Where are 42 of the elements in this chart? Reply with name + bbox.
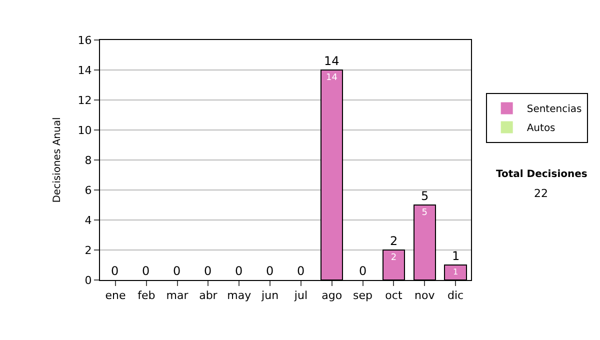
y-tick-label: 0: [84, 274, 92, 287]
data-label: 14: [326, 73, 338, 83]
y-tick-label: 12: [78, 94, 92, 107]
total-label: 14: [324, 54, 340, 68]
y-tick-label: 2: [84, 244, 92, 257]
x-tick-label: oct: [385, 289, 403, 302]
x-tick-label: may: [227, 289, 252, 302]
total-label: 2: [390, 234, 398, 248]
total-label: 0: [235, 264, 243, 278]
y-tick-label: 4: [84, 214, 92, 227]
total-label: 1: [452, 249, 460, 263]
x-tick-label: jun: [260, 289, 279, 302]
data-label: 5: [422, 208, 428, 218]
x-tick-label: sep: [353, 289, 373, 302]
x-tick-label: dic: [447, 289, 464, 302]
data-label: 1: [452, 266, 458, 276]
total-label: 0: [204, 264, 212, 278]
x-tick-label: nov: [414, 289, 436, 302]
y-tick-label: 6: [84, 184, 92, 197]
text: Total Decisiones: [496, 169, 588, 180]
x-tick-label: mar: [166, 289, 189, 302]
total-label: 0: [142, 264, 150, 278]
y-tick-label: 16: [78, 34, 92, 47]
y-tick-label: 10: [78, 124, 92, 137]
total-label: 0: [266, 264, 274, 278]
legend-label: Sentencias: [526, 104, 582, 116]
legend-label: Autos: [526, 123, 556, 134]
x-tick-label: abr: [199, 289, 218, 302]
data-label: 2: [390, 253, 397, 263]
x-tick-label: feb: [138, 289, 156, 302]
y-tick-label: 8: [84, 154, 92, 167]
total-label: 0: [173, 264, 181, 278]
x-tick-label: ene: [105, 289, 126, 302]
y-tick-label: 14: [78, 64, 92, 77]
total-label: 0: [297, 264, 305, 278]
total-label: 0: [359, 264, 367, 278]
x-tick-label: jul: [293, 289, 308, 302]
x-tick-label: ago: [322, 289, 342, 302]
text: 22: [534, 187, 548, 200]
total-label: 5: [421, 189, 429, 203]
total-label: 0: [111, 264, 119, 278]
y-axis-title: Decisiones Anual: [52, 117, 63, 203]
